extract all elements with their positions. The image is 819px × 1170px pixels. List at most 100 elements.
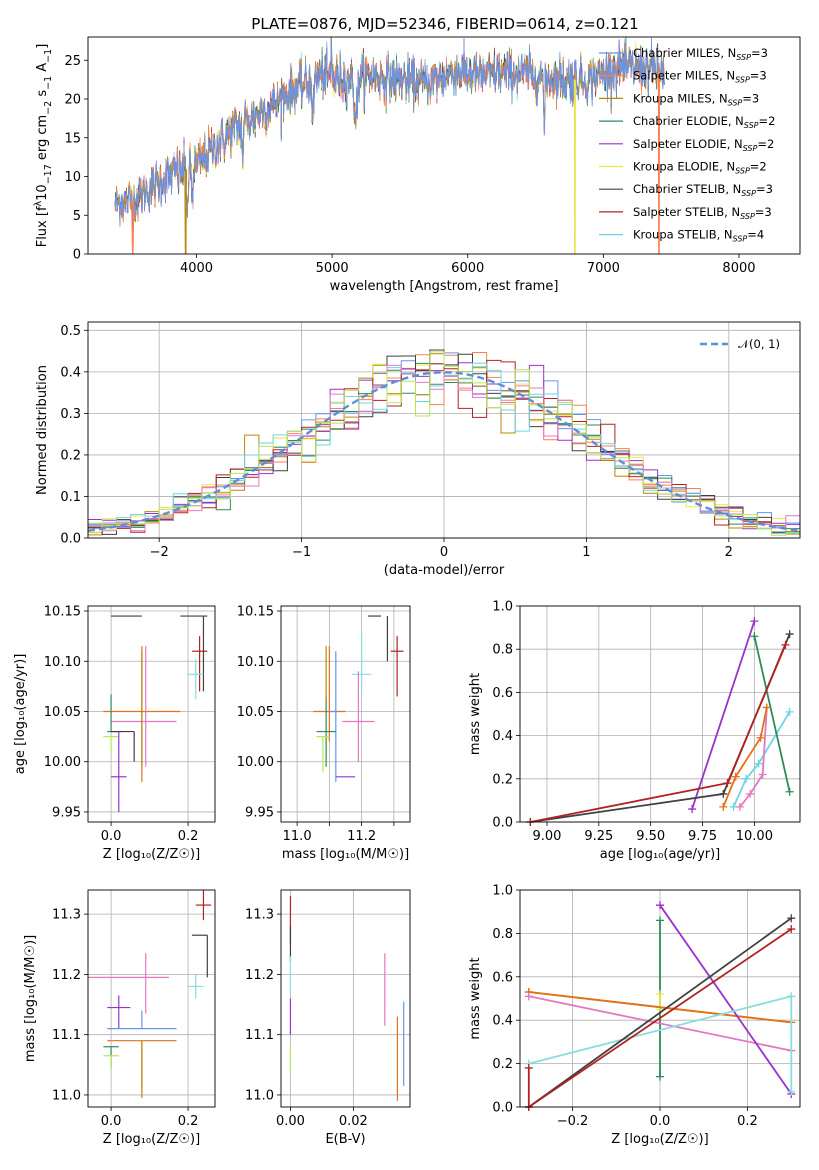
residuals-panel: −2 −1 0 1 2 0.0 0.1 0.2 0.3 0.4 0.5 (data-model)/er… [35,321,801,578]
x-axis-label: Z [log₁₀(Z/Z☉)] [103,1132,200,1147]
x-tick-label: 0.00 [276,1114,305,1129]
histogram-step [88,351,800,537]
series-marker [787,914,796,923]
errorbar-point [88,953,169,1014]
y-tick-label: 11.2 [52,968,81,983]
y-tick-label: 11.0 [245,1088,274,1103]
errorbar-point [191,636,208,692]
legend-entry: Salpeter STELIB, NSSP=3 [633,205,772,221]
y-axis-label: mass weight [468,673,483,755]
y-tick-label: 11.3 [245,908,274,923]
x-tick-label: −2 [150,545,169,560]
series-marker [656,990,664,999]
series-marker [735,802,744,811]
legend-entry: Chabrier ELODIE, NSSP=2 [633,114,775,130]
series-line [659,904,793,1095]
series-marker [756,733,765,742]
series-marker [723,779,732,788]
y-tick-label: 10.00 [237,755,274,770]
series-marker [787,1087,796,1096]
errorbar-point [329,651,337,782]
age-vs-Z-panel: 0.0 0.2 9.95 10.00 10.05 10.10 10.15 Z [log₁₀(Z… [13,605,216,862]
series-marker [762,703,771,712]
x-axis-label: (data-model)/error [384,563,505,578]
y-tick-label: 0.4 [60,365,81,380]
y-tick-label: 0.0 [492,816,513,831]
y-tick-label: 0.6 [492,686,513,701]
spectrum-panel: 4000 5000 6000 7000 8000 0 5 10 15 20 25 wavelength… [33,36,801,294]
y-axis-label: Flux [fλ10−17 erg cm−2 s−1 A−1] [33,44,54,248]
y-tick-label: 9.95 [52,805,81,820]
x-tick-label: 7000 [587,261,620,276]
series-marker [785,787,794,796]
spectrum-series-line [114,37,665,228]
y-tick-label: 1.0 [492,600,513,615]
x-tick-label: 0 [440,545,448,560]
series-line [753,636,791,792]
errorbar-point [313,646,346,742]
axes-frame [519,605,801,823]
x-tick-label: −1 [292,545,311,560]
y-tick-label: 10.10 [237,655,274,670]
series-marker [524,992,533,1001]
series-line [528,928,792,1107]
y-tick-label: 0.2 [492,772,513,787]
series-line [732,711,791,808]
y-axis-label: Normed distribution [35,365,50,495]
x-tick-label: 6000 [451,261,484,276]
series-marker [656,1072,664,1081]
series-line [739,707,768,808]
errorbar-point [316,696,336,767]
legend-entry: Salpeter ELODIE, NSSP=2 [633,137,774,153]
legend-entry: Chabrier MILES, NSSP=3 [633,46,768,62]
series-marker [781,640,790,649]
errorbar-point [195,890,212,921]
errorbar-point [316,736,330,772]
series-line [528,917,792,1107]
errorbar-point [107,995,131,1029]
series-marker [719,802,728,811]
y-tick-label: 0.4 [492,729,513,744]
spectrum-series-line [114,38,665,224]
series-marker [754,759,763,768]
errorbar-point [191,934,208,978]
legend-entry: Kroupa MILES, NSSP=3 [633,91,759,107]
x-axis-label: Z [log₁₀(Z/Z☉)] [611,1132,708,1147]
x-tick-label: 9.00 [532,829,561,844]
x-axis-label: age [log₁₀(age/yr)] [600,847,721,862]
axes-frame [87,36,801,255]
series-marker [656,901,664,910]
y-tick-label: 0.4 [492,1014,513,1029]
series-marker [719,789,728,798]
series-marker [746,789,755,798]
errorbar-point [188,659,204,700]
series-marker [742,774,751,783]
axes-frame [87,605,216,823]
errorbar-point [103,1055,119,1068]
normal-curve [87,371,801,532]
y-tick-label: 11.3 [52,908,81,923]
y-tick-label: 0.2 [60,448,81,463]
y-tick-label: 0.5 [60,324,81,339]
y-tick-label: 10.05 [44,705,81,720]
axes-frame [280,605,411,823]
series-line [691,620,756,810]
x-axis-label: wavelength [Angstrom, rest frame] [330,279,559,294]
mass-vs-ebv-panel: 0.00 0.02 11.0 11.1 11.2 11.3 E(B-V) [245,889,411,1147]
series-line [722,707,768,808]
errorbar-point [111,730,135,762]
y-tick-label: 0.1 [60,490,81,505]
x-axis-label: E(B-V) [325,1132,365,1147]
legend-entry: Salpeter MILES, NSSP=3 [633,69,767,85]
spectrum-series-line [114,37,665,231]
y-tick-label: 11.2 [245,968,274,983]
series-marker [731,772,740,781]
x-axis-label: Z [log₁₀(Z/Z☉)] [103,847,200,862]
y-tick-label: 10.10 [44,655,81,670]
y-tick-label: 0.6 [492,970,513,985]
x-tick-label: 0.2 [737,1114,758,1129]
x-tick-label: 4000 [180,261,213,276]
spectrum-series-line [114,37,665,229]
errorbar-point [180,615,208,692]
